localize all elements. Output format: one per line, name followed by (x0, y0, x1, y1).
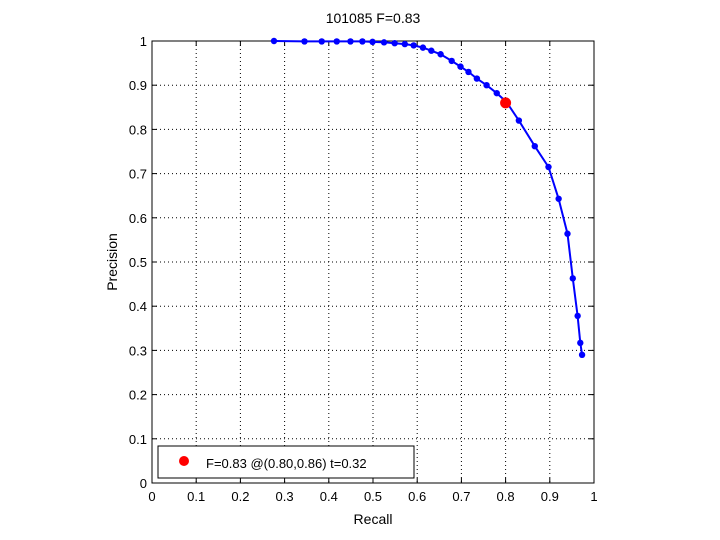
series-group (270, 37, 586, 359)
grid (152, 41, 594, 483)
y-tick-label: 0.6 (129, 211, 147, 226)
pr-curve-point (347, 38, 354, 45)
pr-curve-point (493, 89, 500, 97)
x-tick-label: 0 (148, 489, 155, 504)
pr-curve-point (391, 40, 398, 47)
pr-curve-point (369, 38, 376, 46)
x-axis-label: Recall (354, 511, 393, 527)
tick-labels: 0 0.1 0.2 0.3 0.4 0.5 0.6 0.7 0.8 0.9 1 0 0.1 0.2 0.3 0… (129, 34, 598, 504)
pr-curve-point (270, 37, 278, 45)
pr-curve-point (448, 57, 455, 65)
pr-curve-point (574, 312, 581, 320)
pr-curve-point (564, 230, 571, 237)
pr-curve-point (419, 44, 427, 51)
x-tick-label: 0.4 (320, 489, 338, 504)
pr-curve-point (555, 195, 562, 202)
pr-curve-point (457, 63, 464, 70)
y-tick-label: 0.9 (129, 78, 147, 93)
x-tick-label: 0.3 (276, 489, 294, 504)
pr-curve-point (569, 275, 576, 282)
x-tick-label: 1 (590, 489, 597, 504)
pr-curve-point (401, 40, 409, 48)
pr-curve-point (359, 38, 366, 45)
y-tick-label: 0.8 (129, 122, 147, 137)
pr-curve-point (380, 39, 388, 46)
x-tick-label: 0.5 (364, 489, 382, 504)
pr-curve-point (333, 38, 340, 45)
legend-marker (179, 456, 189, 466)
y-tick-label: 0.4 (129, 299, 147, 314)
pr-curve-point (473, 75, 481, 82)
chart-title: 101085 F=0.83 (326, 10, 421, 26)
x-tick-label: 0.7 (452, 489, 470, 504)
pr-curve-point (428, 47, 435, 54)
pr-curve-point (577, 339, 584, 347)
pr-curve-point (483, 82, 490, 89)
pr-curve-point (545, 163, 552, 171)
y-tick-label: 0 (140, 476, 147, 491)
x-tick-label: 0.8 (497, 489, 515, 504)
x-tick-label: 0.9 (541, 489, 559, 504)
pr-curve-point (531, 142, 538, 150)
pr-curve-point (515, 117, 523, 124)
pr-curve-point (318, 38, 325, 45)
legend-label: F=0.83 @(0.80,0.86) t=0.32 (206, 456, 367, 471)
y-axis-label: Precision (104, 233, 120, 291)
pr-curve-point (437, 51, 444, 58)
best-f-point (500, 97, 512, 109)
y-tick-label: 0.5 (129, 255, 147, 270)
legend-box (157, 445, 415, 479)
x-tick-label: 0.1 (187, 489, 205, 504)
y-tick-label: 0.2 (129, 388, 147, 403)
pr-curve-point (410, 42, 417, 49)
y-tick-label: 0.3 (129, 343, 147, 358)
x-tick-label: 0.6 (408, 489, 426, 504)
legend: F=0.83 @(0.80,0.86) t=0.32 (157, 445, 415, 479)
y-tick-label: 0.7 (129, 167, 147, 182)
pr-curve-line (273, 40, 584, 355)
pr-curve-point (465, 68, 472, 76)
y-tick-label: 1 (140, 34, 147, 49)
pr-curve-point (578, 351, 586, 359)
y-tick-label: 0.1 (129, 432, 147, 447)
pr-curve-point (301, 38, 308, 45)
x-tick-label: 0.2 (231, 489, 249, 504)
